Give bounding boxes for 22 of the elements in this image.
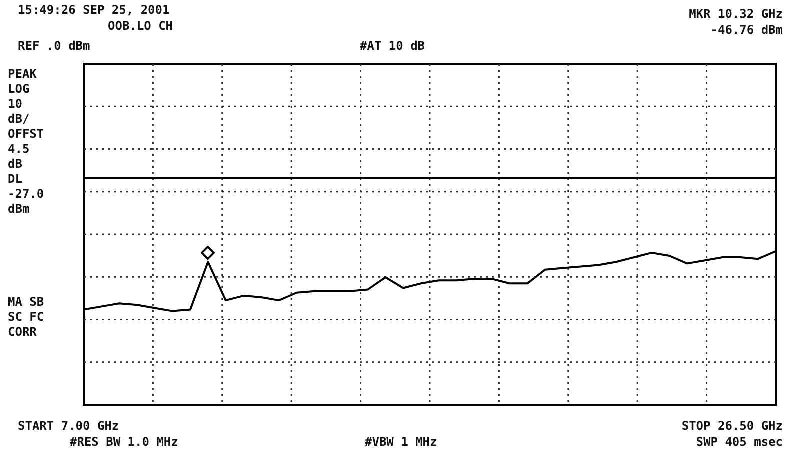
text: 4.5 xyxy=(8,142,30,156)
text: dB xyxy=(8,157,22,171)
text: SWP 405 msec xyxy=(696,435,784,449)
text: dB/ xyxy=(8,112,30,126)
text: MKR 10.32 GHz xyxy=(689,7,783,21)
text: REF .0 dBm xyxy=(18,39,90,53)
text: -46.76 dBm xyxy=(710,23,784,37)
chart-title: 15:49:26 SEP 25, 2001 xyxy=(18,3,170,17)
text: #VBW 1 MHz xyxy=(365,435,438,449)
text: PEAK xyxy=(8,67,38,81)
chart-subtitle: OOB.LO CH xyxy=(108,19,174,33)
text: 10 xyxy=(8,97,22,111)
text: START 7.00 GHz xyxy=(18,419,120,433)
text: SC FC xyxy=(8,310,44,324)
text: MA SB xyxy=(8,295,44,309)
text: STOP 26.50 GHz xyxy=(682,419,784,433)
text: #AT 10 dB xyxy=(360,39,426,53)
text: OFFST xyxy=(8,127,44,141)
text: #RES BW 1.0 MHz xyxy=(70,435,178,449)
text: LOG xyxy=(8,82,30,96)
text: CORR xyxy=(8,325,38,339)
ref-line-label: DL -27.0 dBm xyxy=(8,172,44,216)
